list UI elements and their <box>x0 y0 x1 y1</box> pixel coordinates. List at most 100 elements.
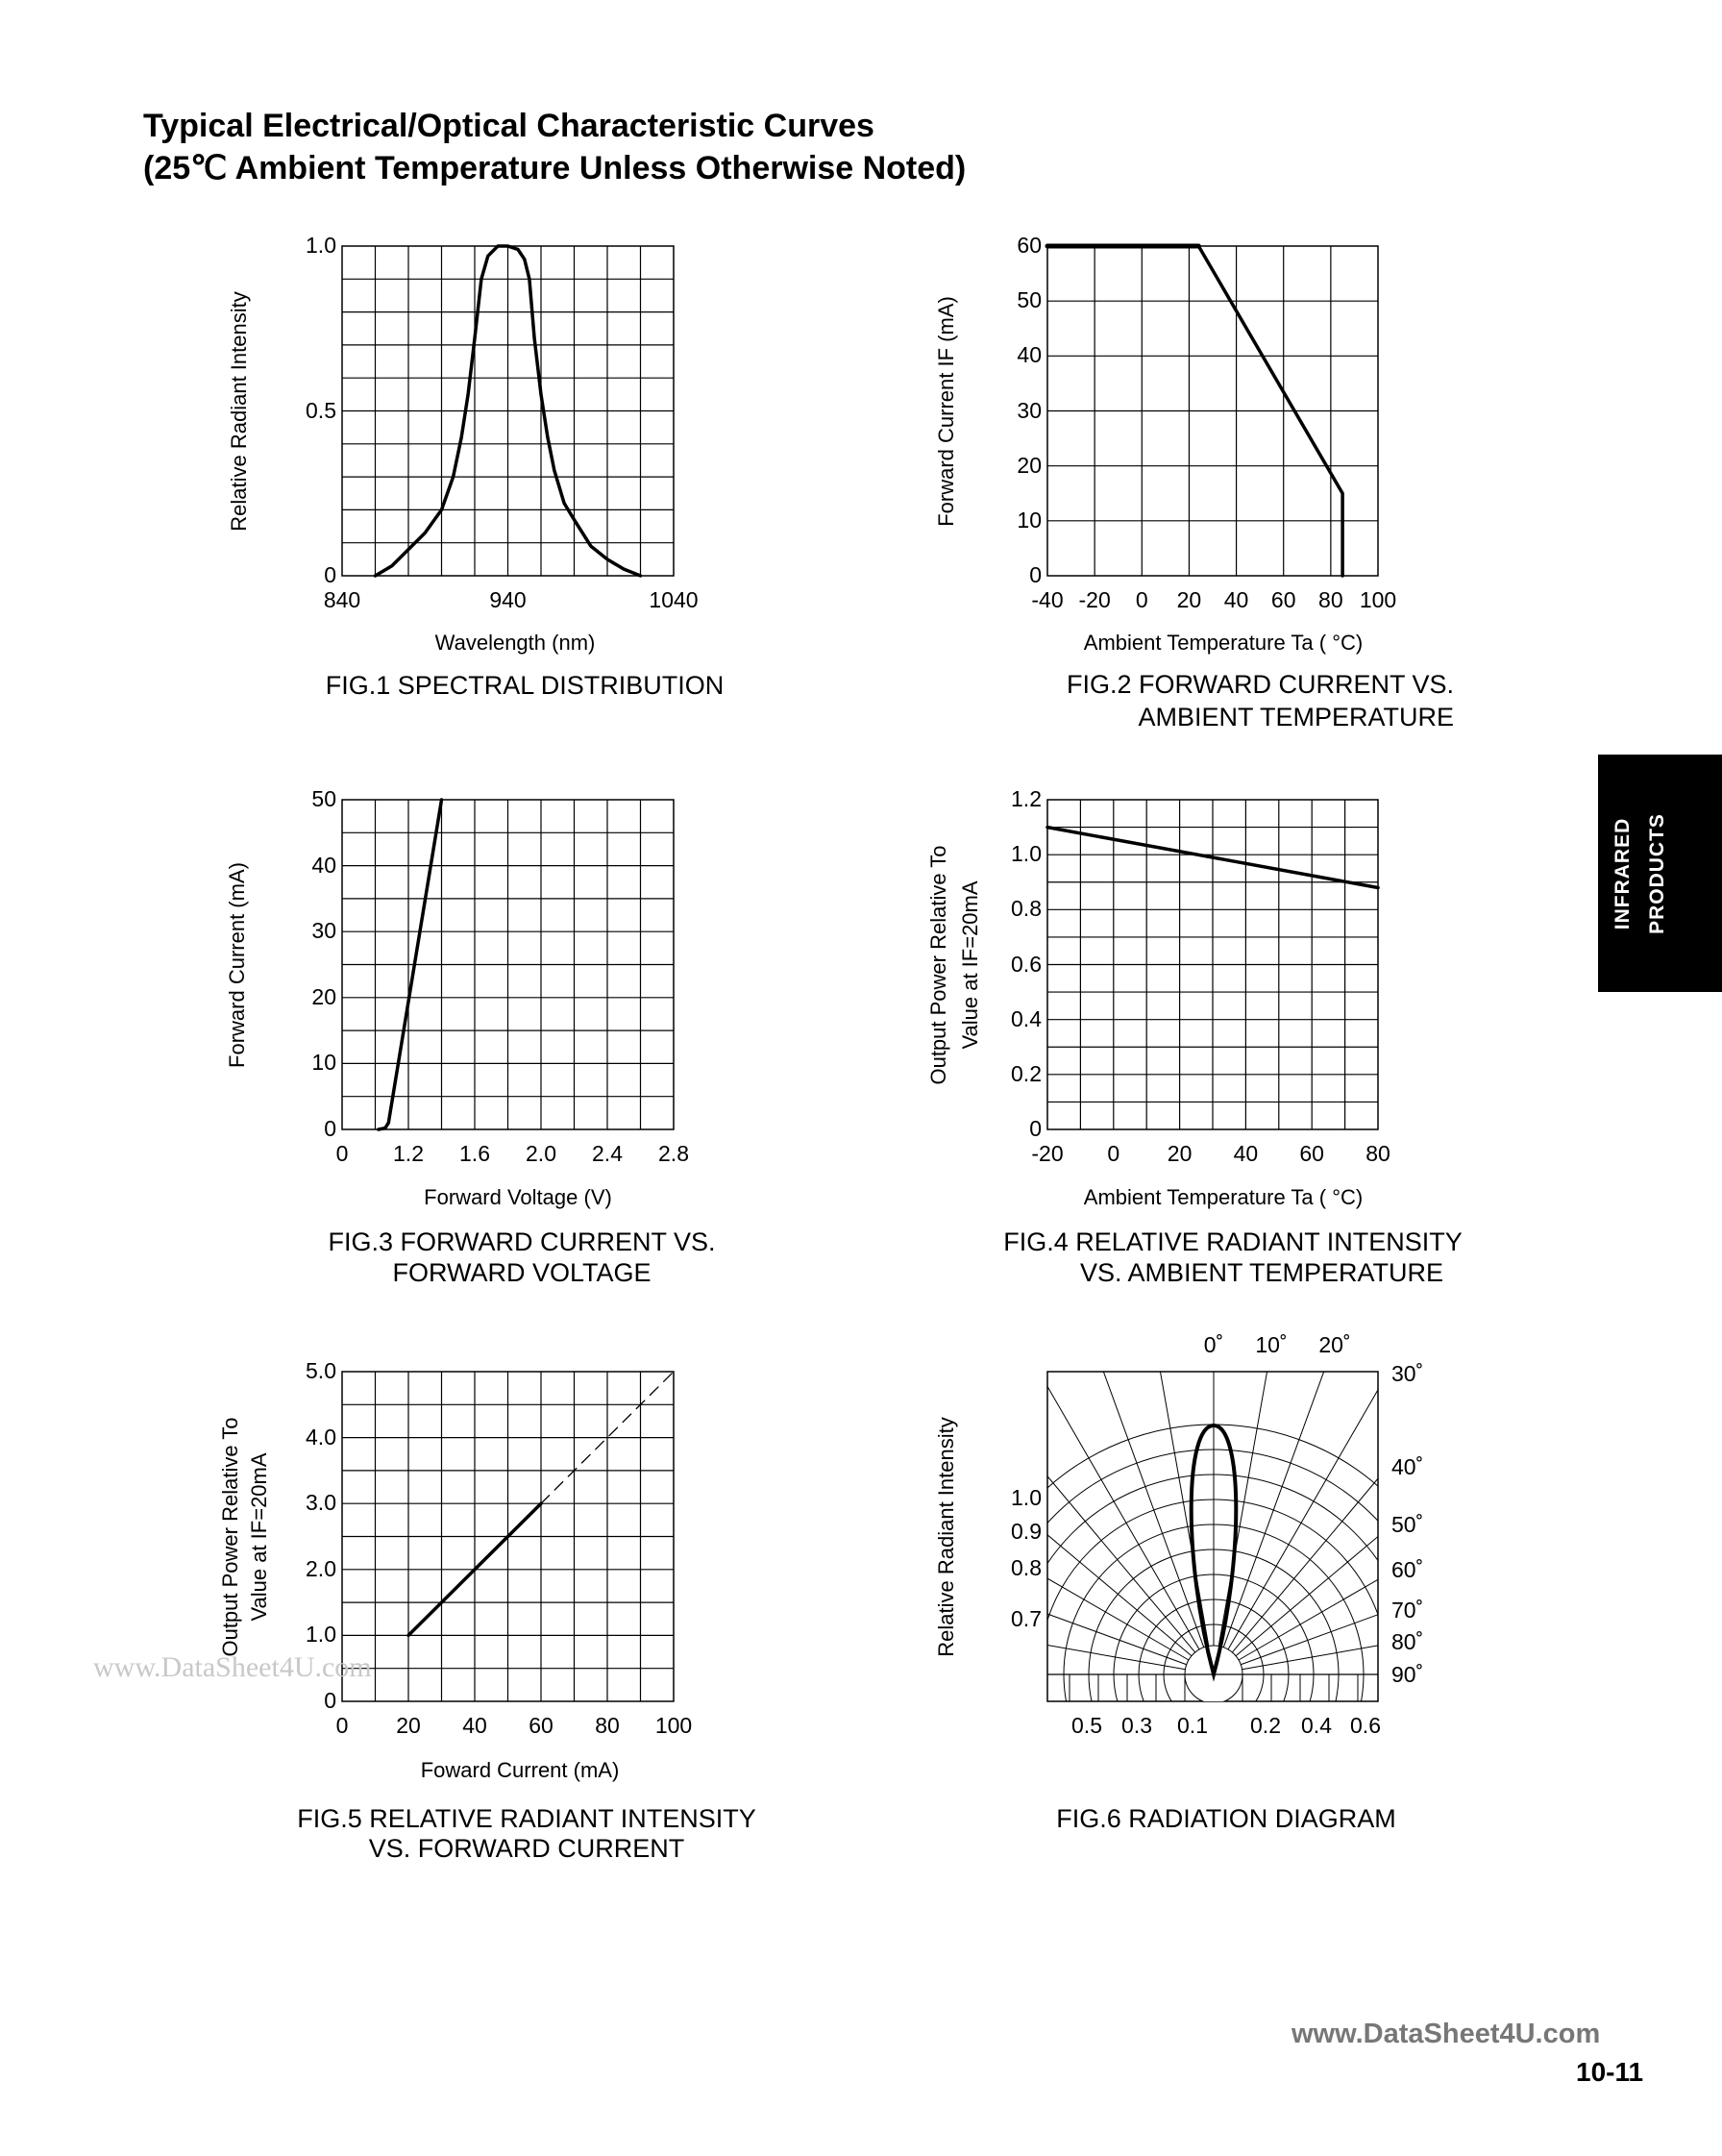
y-tick-label: 10 <box>311 1050 336 1076</box>
angle-label: 10˚ <box>1255 1332 1288 1357</box>
series-line <box>406 1501 543 1638</box>
y-tick-label: 0.6 <box>1011 951 1042 977</box>
y-tick-label: 40 <box>1017 342 1042 368</box>
y-tick-label: 2.0 <box>306 1555 336 1581</box>
radiation-lobe <box>1189 1423 1239 1682</box>
polar-radial-line <box>1242 1645 1378 1671</box>
x-tick-label: 100 <box>654 1713 693 1738</box>
y-tick-label: 30 <box>1017 397 1042 423</box>
x-tick-label: -20 <box>1078 587 1111 612</box>
x-tick-label: 2.8 <box>658 1141 689 1166</box>
x-axis-label: Wavelength (nm) <box>434 631 596 655</box>
intensity-label: 0.9 <box>1011 1519 1042 1544</box>
angle-label: 50˚ <box>1391 1512 1424 1537</box>
y-tick-label: 5.0 <box>306 1358 336 1383</box>
bottom-scale-label: 0.4 <box>1301 1713 1332 1738</box>
figure-caption: FORWARD VOLTAGE <box>392 1258 652 1287</box>
x-tick-label: 0 <box>1135 587 1148 612</box>
angle-label: 70˚ <box>1391 1598 1424 1623</box>
y-tick-label: 0.8 <box>1011 896 1042 922</box>
bottom-scale-label: 0.6 <box>1350 1713 1381 1738</box>
bottom-scale-label: 0.3 <box>1121 1713 1152 1738</box>
polar-radial-line <box>1222 1372 1325 1648</box>
polar-radial-line <box>1047 1644 1186 1671</box>
y-axis-label: Relative Radiant Intensity <box>227 290 251 532</box>
x-axis-label: Ambient Temperature Ta ( °C) <box>1083 1185 1364 1209</box>
y-tick-label: 1.0 <box>306 1622 336 1648</box>
series-line <box>377 798 444 1131</box>
x-tick-label: 0 <box>1107 1141 1120 1166</box>
y-axis-label-line: Value at IF=20mA <box>958 880 982 1050</box>
y-tick-label: 20 <box>1017 452 1042 478</box>
x-tick-label: 80 <box>1365 1141 1390 1166</box>
x-tick-label: 1040 <box>649 587 699 612</box>
angle-label: 30˚ <box>1391 1361 1424 1386</box>
y-tick-label: 0 <box>1029 562 1042 587</box>
figure-caption: FIG.6 RADIATION DIAGRAM <box>1056 1804 1396 1833</box>
polar-radial-line <box>1235 1535 1378 1657</box>
x-tick-label: 940 <box>489 587 527 612</box>
series-line <box>540 1371 675 1504</box>
y-tick-label: 40 <box>311 852 336 878</box>
polar-radial-line <box>1047 1534 1193 1657</box>
y-tick-label: 20 <box>311 983 336 1009</box>
x-tick-label: 20 <box>1176 587 1202 612</box>
y-tick-label: 3.0 <box>306 1490 336 1516</box>
figure-caption: FIG.2 FORWARD CURRENT VS. <box>1066 670 1454 699</box>
y-axis-label: Forward Current (mA) <box>225 861 249 1068</box>
x-tick-label: 0 <box>335 1713 349 1738</box>
angle-label: 40˚ <box>1391 1454 1424 1479</box>
x-tick-label: 840 <box>323 587 361 612</box>
figure-caption: FIG.3 FORWARD CURRENT VS. <box>328 1227 716 1256</box>
polar-radial-line <box>1047 1577 1190 1661</box>
x-tick-label: 40 <box>462 1713 487 1738</box>
angle-label: 0˚ <box>1203 1332 1224 1357</box>
polar-radial-line <box>1227 1388 1378 1650</box>
x-tick-label: -20 <box>1031 1141 1064 1166</box>
y-axis-label-line: Value at IF=20mA <box>247 1451 271 1622</box>
polar-radial-line <box>1102 1372 1205 1648</box>
intensity-label: 0.7 <box>1011 1606 1042 1631</box>
y-tick-label: 0 <box>324 562 336 587</box>
x-tick-label: 60 <box>529 1713 554 1738</box>
y-axis-label-line: Output Power Relative To <box>218 1416 242 1657</box>
polar-radial-line <box>1241 1614 1378 1666</box>
polar-radial-line <box>1238 1578 1378 1661</box>
y-tick-label: 1.0 <box>306 233 336 258</box>
page-title-line1: Typical Electrical/Optical Characteristi… <box>143 108 874 144</box>
bottom-scale-label: 0.2 <box>1250 1713 1281 1738</box>
y-tick-label: 0 <box>324 1116 336 1141</box>
y-tick-label: 1.2 <box>1011 786 1042 811</box>
y-tick-label: 60 <box>1017 233 1042 258</box>
x-tick-label: 100 <box>1359 587 1397 612</box>
angle-label: 80˚ <box>1391 1629 1424 1654</box>
figure-caption: FIG.5 RELATIVE RADIANT INTENSITY <box>297 1804 756 1833</box>
x-tick-label: 20 <box>396 1713 421 1738</box>
y-axis-label: Relative Radiant Intensity <box>934 1416 958 1657</box>
x-tick-label: 2.0 <box>526 1141 556 1166</box>
x-tick-label: -40 <box>1031 587 1064 612</box>
x-tick-label: 40 <box>1233 1141 1259 1166</box>
figure-caption: AMBIENT TEMPERATURE <box>1138 703 1454 731</box>
polar-radial-line <box>1047 1385 1200 1650</box>
intensity-label: 0.8 <box>1011 1555 1042 1580</box>
watermark: www.DataSheet4U.com <box>93 1651 372 1683</box>
footer-website: www.DataSheet4U.com <box>1292 2019 1601 2049</box>
x-tick-label: 60 <box>1299 1141 1324 1166</box>
intensity-label: 1.0 <box>1011 1485 1042 1510</box>
x-tick-label: 1.2 <box>393 1141 424 1166</box>
bottom-scale-label: 0.1 <box>1177 1713 1208 1738</box>
y-tick-label: 10 <box>1017 507 1042 533</box>
x-axis-label: Foward Current (mA) <box>420 1758 620 1782</box>
y-tick-label: 0.5 <box>306 397 336 423</box>
polar-radial-line <box>1231 1477 1378 1653</box>
y-tick-label: 30 <box>311 918 336 944</box>
y-axis-label: Forward Current IF (mA) <box>934 295 958 527</box>
figure-caption: FIG.1 SPECTRAL DISTRIBUTION <box>325 671 725 700</box>
series-line <box>1196 244 1344 578</box>
x-axis-label: Ambient Temperature Ta ( °C) <box>1083 631 1364 655</box>
y-tick-label: 0.2 <box>1011 1060 1042 1086</box>
angle-label: 60˚ <box>1391 1557 1424 1582</box>
figure-caption: FIG.4 RELATIVE RADIANT INTENSITY <box>1003 1227 1463 1256</box>
x-tick-label: 60 <box>1270 587 1296 612</box>
